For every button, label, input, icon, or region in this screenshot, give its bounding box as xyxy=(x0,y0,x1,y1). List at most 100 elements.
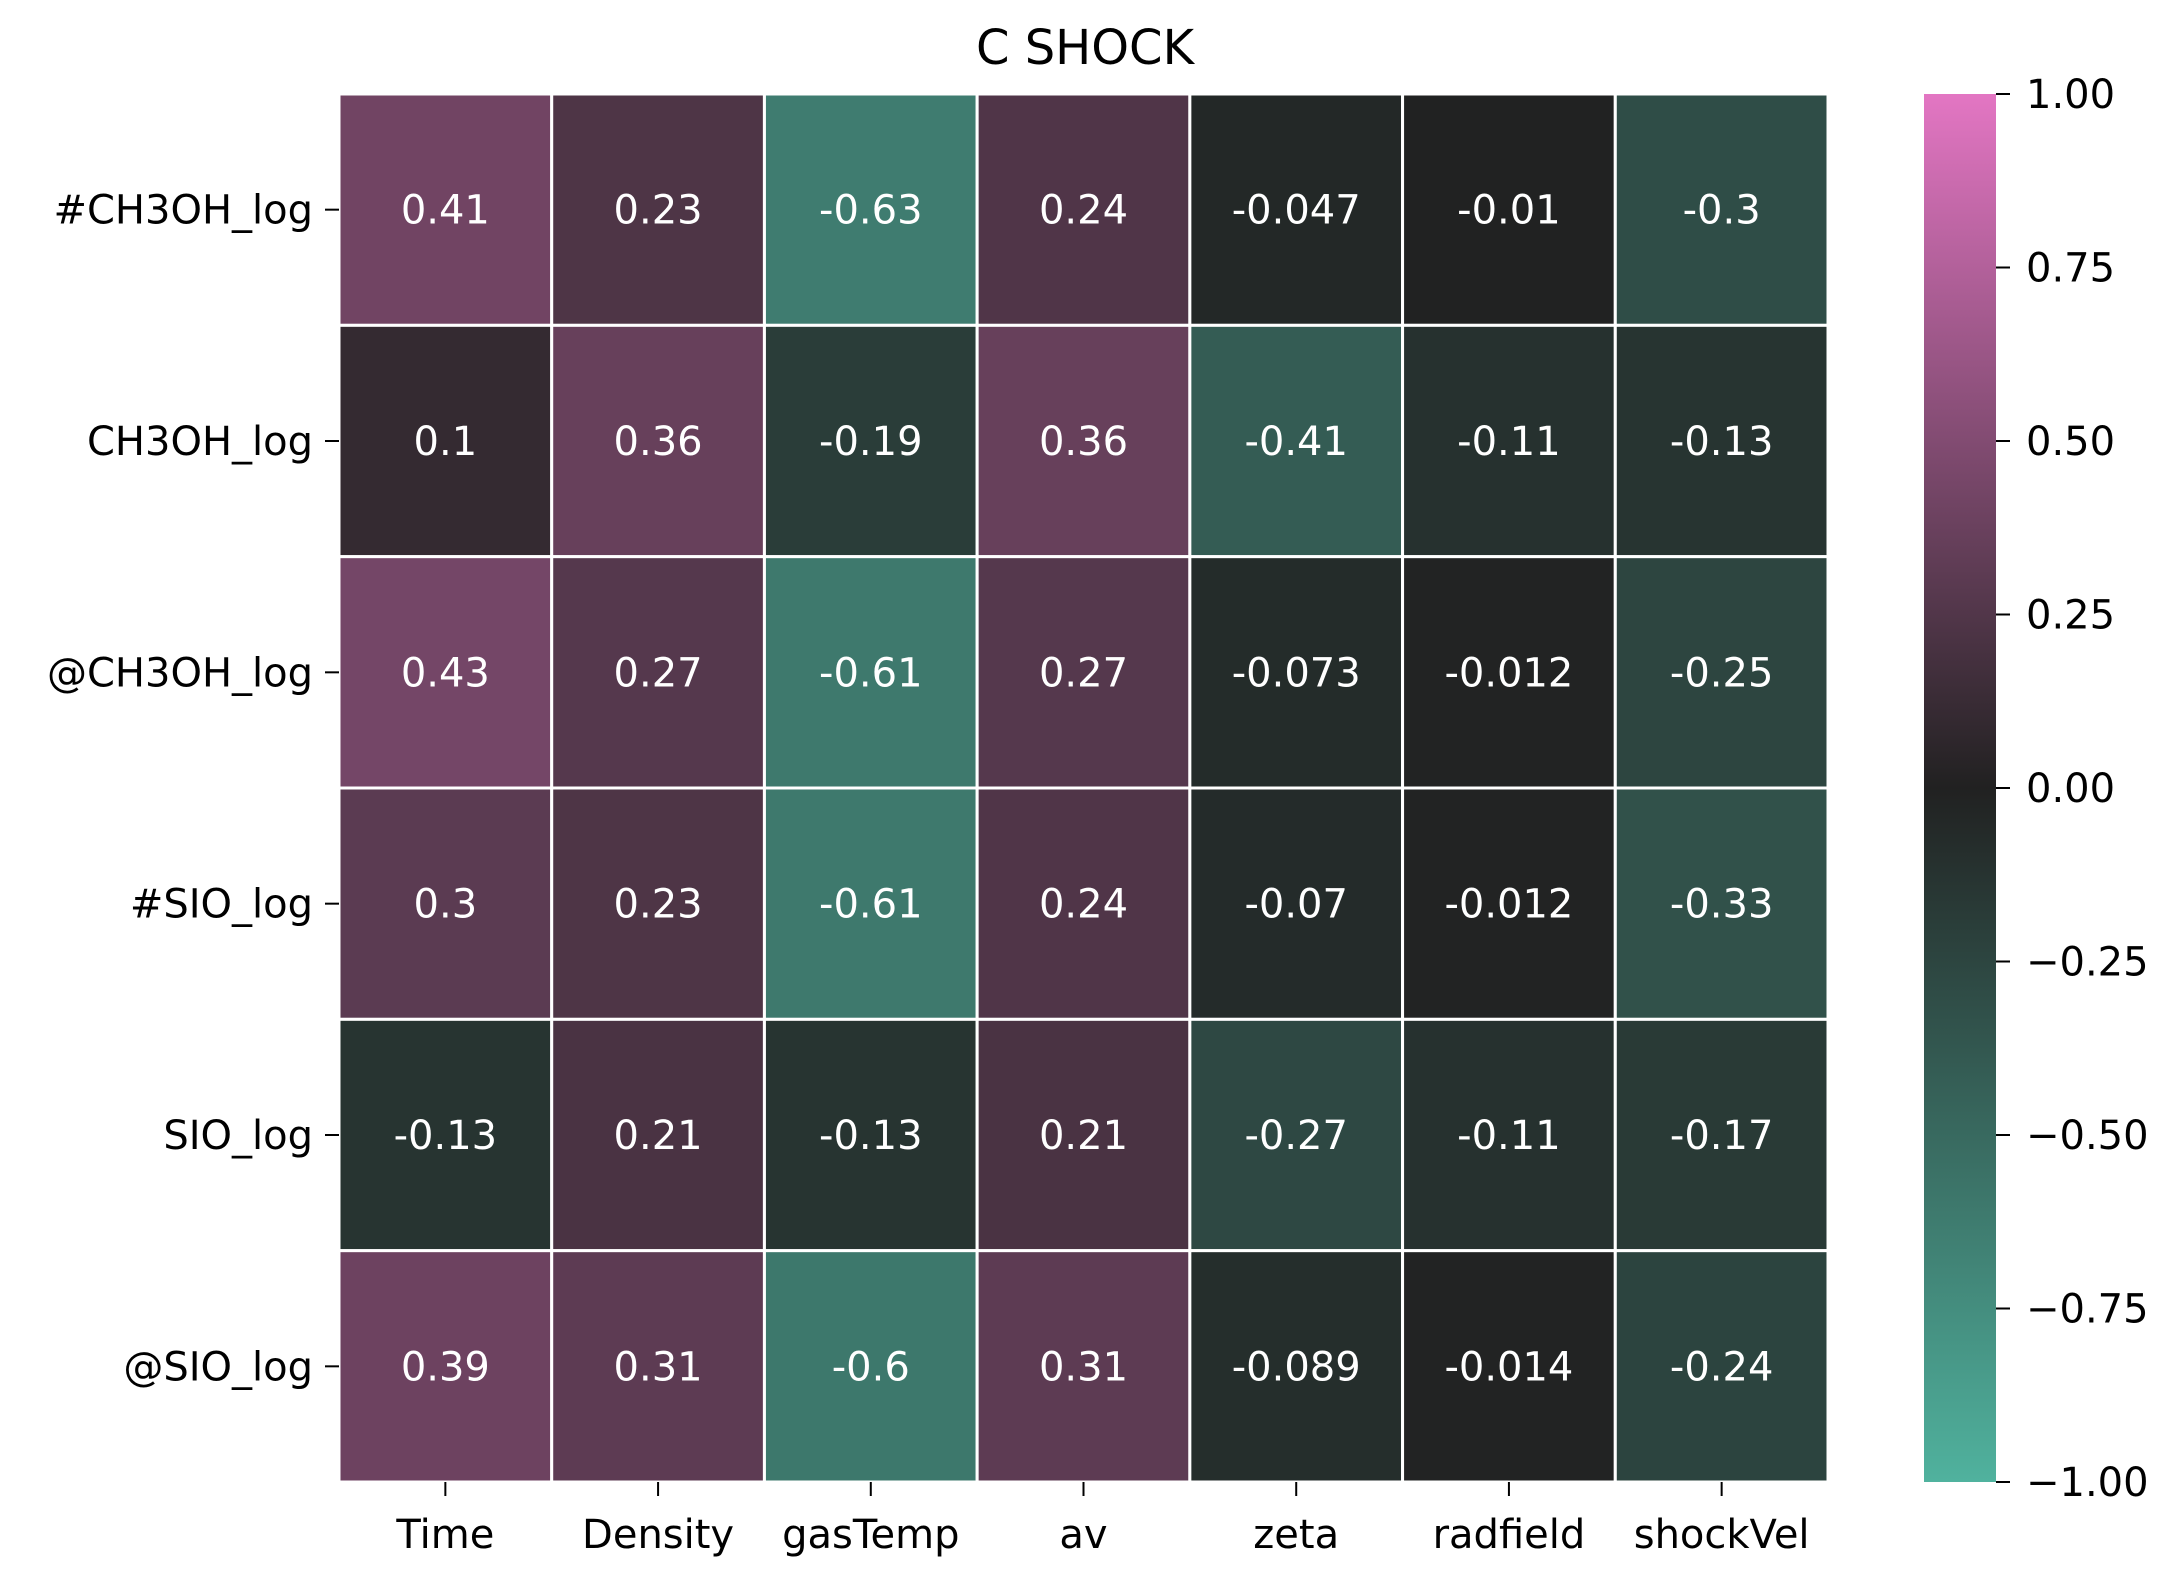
cell-value-label: 0.24 xyxy=(1039,188,1128,234)
cell-value-label: -0.014 xyxy=(1444,1344,1573,1390)
cell-value-label: 0.39 xyxy=(401,1344,490,1390)
heatmap-cells: 0.41 0.23 -0.63 0.24 -0.047 -0.01 -0.3 0.1 0.36 -… xyxy=(337,92,1830,1484)
cell-value-label: -0.3 xyxy=(1683,188,1761,234)
cell-value-label: -0.13 xyxy=(394,1113,498,1159)
heatmap-cell xyxy=(550,92,766,327)
cell-value-label: -0.07 xyxy=(1244,882,1348,928)
row-label: CH3OH_log xyxy=(87,419,313,465)
row-label: SIO_log xyxy=(163,1113,313,1159)
heatmap-cell xyxy=(762,1017,979,1253)
cell-value-label: 0.43 xyxy=(401,650,490,696)
heatmap-cell xyxy=(1613,1017,1830,1253)
cell-value-label: 0.23 xyxy=(614,188,703,234)
cell-value-label: -0.33 xyxy=(1670,882,1774,928)
cell-value-label: -0.25 xyxy=(1670,650,1774,696)
heatmap-cell xyxy=(337,1017,554,1253)
column-label: radfield xyxy=(1433,1512,1586,1558)
cell-value-label: 0.31 xyxy=(1039,1344,1128,1390)
cell-value-label: -0.073 xyxy=(1232,650,1361,696)
cell-value-label: 0.24 xyxy=(1039,882,1128,928)
heatmap-cell xyxy=(1613,555,1830,790)
column-label: Time xyxy=(395,1512,494,1558)
cell-value-label: 0.1 xyxy=(414,419,478,465)
heatmap-cell xyxy=(1188,323,1405,559)
heatmap-cell xyxy=(1613,1249,1830,1484)
cell-value-label: 0.3 xyxy=(414,882,478,928)
cell-value-label: -0.047 xyxy=(1232,188,1361,234)
row-label: #SIO_log xyxy=(130,882,313,928)
cell-value-label: 0.27 xyxy=(614,650,703,696)
heatmap-cell xyxy=(762,1249,979,1484)
column-labels: Time Density gasTemp av zeta radfield shockVel xyxy=(395,1482,1810,1558)
heatmap-cell xyxy=(1188,555,1405,790)
heatmap-cell xyxy=(975,555,1192,790)
heatmap-cell xyxy=(337,1249,554,1484)
heatmap-cell xyxy=(975,1249,1192,1484)
heatmap-cell xyxy=(550,1249,766,1484)
colorbar-tick-label: −0.25 xyxy=(2026,940,2149,986)
cell-value-label: -0.11 xyxy=(1457,1113,1561,1159)
cell-value-label: -0.13 xyxy=(819,1113,923,1159)
cell-value-label: -0.19 xyxy=(819,419,923,465)
cell-value-label: -0.63 xyxy=(819,188,923,234)
row-label: @CH3OH_log xyxy=(47,650,313,696)
heatmap-cell xyxy=(1401,555,1617,790)
column-label: zeta xyxy=(1253,1512,1339,1558)
heatmap-cell xyxy=(1401,92,1617,327)
cell-value-label: 0.36 xyxy=(614,419,703,465)
heatmap-cell xyxy=(1188,92,1405,327)
cell-value-label: 0.21 xyxy=(1039,1113,1128,1159)
cell-value-label: -0.17 xyxy=(1670,1113,1774,1159)
heatmap-cell xyxy=(1613,786,1830,1021)
cell-value-label: -0.012 xyxy=(1444,882,1573,928)
heatmap-cell xyxy=(762,92,979,327)
row-labels: #CH3OH_log CH3OH_log @CH3OH_log #SIO_log SIO… xyxy=(47,188,339,1390)
colorbar-tick-label: 0.00 xyxy=(2026,766,2115,812)
colorbar: 1.00 0.75 0.50 0.25 0.00 −0.25 −0.50 −0.75 −1.00 xyxy=(1924,72,2149,1506)
cell-value-label: 0.27 xyxy=(1039,650,1128,696)
cell-value-label: -0.41 xyxy=(1244,419,1348,465)
cell-value-label: -0.089 xyxy=(1232,1344,1361,1390)
colorbar-tick-label: 0.75 xyxy=(2026,246,2115,292)
column-label: Density xyxy=(582,1512,734,1558)
cell-value-label: -0.6 xyxy=(832,1344,910,1390)
heatmap-cell xyxy=(1401,786,1617,1021)
heatmap-cell xyxy=(762,323,979,559)
row-label: #CH3OH_log xyxy=(53,188,313,234)
heatmap-cell xyxy=(337,786,554,1021)
column-label: shockVel xyxy=(1634,1512,1810,1558)
heatmap-cell xyxy=(1401,323,1617,559)
heatmap-cell xyxy=(337,92,554,327)
cell-value-label: -0.11 xyxy=(1457,419,1561,465)
cell-value-label: 0.21 xyxy=(614,1113,703,1159)
heatmap-cell xyxy=(762,555,979,790)
column-label: av xyxy=(1059,1512,1107,1558)
column-label: gasTemp xyxy=(782,1512,959,1558)
colorbar-tick-label: 0.50 xyxy=(2026,419,2115,465)
heatmap-cell xyxy=(975,92,1192,327)
cell-value-label: 0.36 xyxy=(1039,419,1128,465)
cell-value-label: 0.23 xyxy=(614,882,703,928)
cell-value-label: 0.41 xyxy=(401,188,490,234)
colorbar-tick-label: −0.50 xyxy=(2026,1113,2149,1159)
cell-value-label: -0.61 xyxy=(819,650,923,696)
heatmap-cell xyxy=(550,555,766,790)
heatmap-cell xyxy=(1613,323,1830,559)
heatmap-cell xyxy=(975,786,1192,1021)
heatmap-cell xyxy=(550,786,766,1021)
colorbar-tick-label: −1.00 xyxy=(2026,1460,2149,1506)
cell-value-label: 0.31 xyxy=(614,1344,703,1390)
colorbar-tick-label: 1.00 xyxy=(2026,72,2115,118)
colorbar-tick-label: −0.75 xyxy=(2026,1287,2149,1333)
cell-value-label: -0.24 xyxy=(1670,1344,1774,1390)
colorbar-tick-label: 0.25 xyxy=(2026,593,2115,639)
chart-title: C SHOCK xyxy=(976,20,1196,76)
colorbar-gradient xyxy=(1924,94,1996,1482)
cell-value-label: -0.13 xyxy=(1670,419,1774,465)
row-label: @SIO_log xyxy=(123,1344,313,1390)
heatmap-cell xyxy=(1188,1249,1405,1484)
cell-value-label: -0.01 xyxy=(1457,188,1561,234)
cell-value-label: -0.27 xyxy=(1244,1113,1348,1159)
cell-value-label: -0.61 xyxy=(819,882,923,928)
